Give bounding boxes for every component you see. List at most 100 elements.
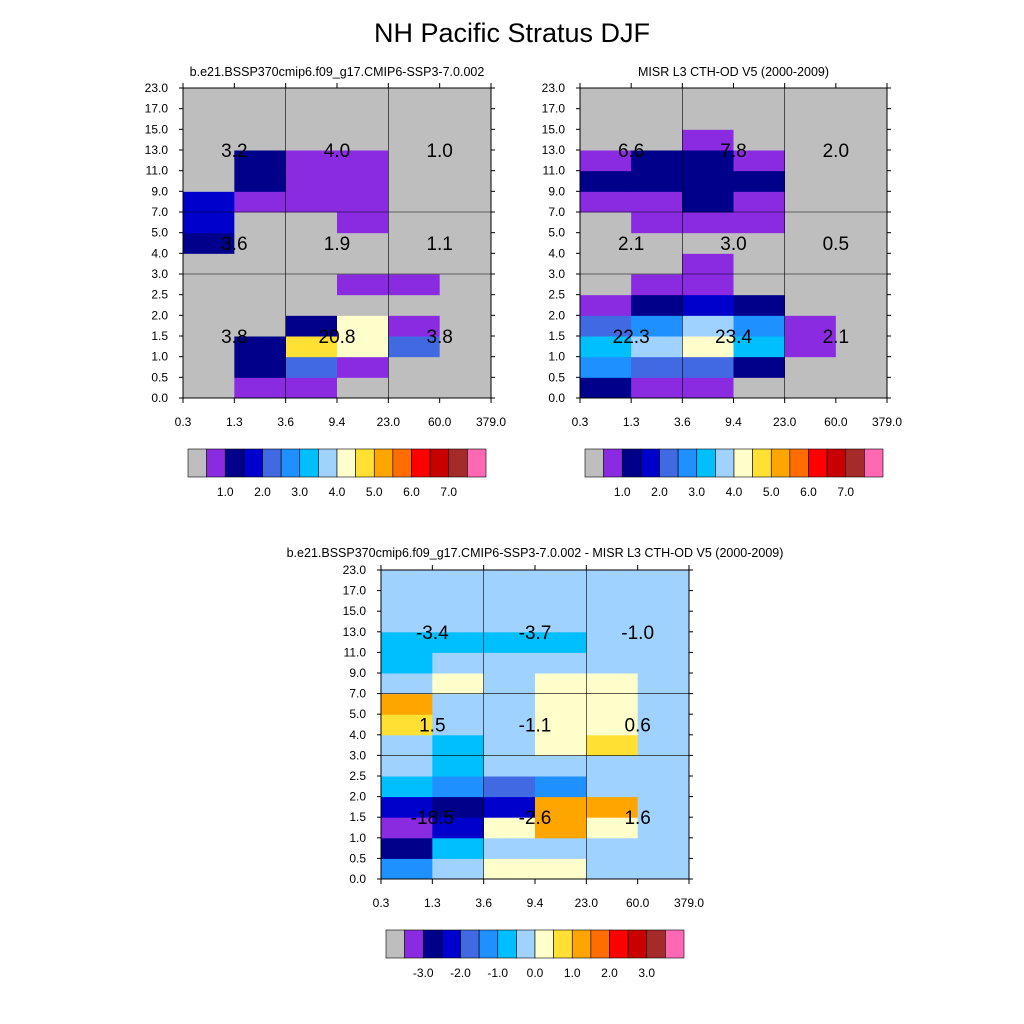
- y-tick-label: 5.0: [548, 226, 565, 240]
- heatmap-cell: [835, 377, 888, 399]
- x-tick-label: 23.0: [377, 415, 401, 429]
- y-tick-label: 0.0: [548, 391, 565, 405]
- heatmap-cell: [337, 274, 389, 296]
- heatmap-cell: [733, 212, 786, 234]
- heatmap-cell: [432, 817, 485, 839]
- heatmap-cell: [682, 150, 734, 172]
- heatmap-cell: [432, 673, 485, 695]
- y-tick-label: 9.0: [349, 666, 366, 680]
- heatmap-cell: [580, 377, 632, 399]
- heatmap-cell: [183, 212, 235, 234]
- heatmap-cell: [733, 377, 786, 399]
- colorbar-swatch: [733, 448, 753, 478]
- heatmap-cell: [784, 315, 837, 337]
- heatmap-cell: [483, 714, 536, 736]
- colorbar-label: 0.0: [527, 966, 544, 980]
- heatmap-cell: [483, 796, 536, 818]
- heatmap-cell: [432, 631, 485, 653]
- colorbar-label: 6.0: [403, 485, 420, 499]
- box-value-label: 22.3: [613, 327, 650, 348]
- heatmap-cell: [637, 755, 690, 777]
- heatmap-cell: [835, 129, 888, 151]
- y-tick-label: 11.0: [344, 645, 367, 659]
- heatmap-cell: [432, 734, 485, 756]
- heatmap-cell: [183, 253, 235, 275]
- heatmap-cell: [586, 570, 639, 592]
- heatmap-cell: [580, 315, 632, 337]
- heatmap-cell: [439, 150, 492, 172]
- heatmap-cell: [580, 294, 632, 316]
- heatmap-cell: [183, 315, 235, 337]
- box-value-label: 3.0: [720, 234, 746, 255]
- heatmap-cell: [285, 212, 338, 234]
- colorbar-swatch: [243, 448, 263, 478]
- y-tick-label: 13.0: [145, 143, 169, 157]
- heatmap-cell: [631, 191, 683, 213]
- heatmap-cell: [483, 858, 536, 880]
- colorbar-label: 2.0: [651, 485, 668, 499]
- heatmap-cell: [234, 315, 287, 337]
- panel-observations: MISR L3 CTH-OD V5 (2000-2009) 22.3 23.4 2.1…: [542, 65, 903, 499]
- heatmap-cell: [388, 150, 441, 172]
- heatmap-cell: [784, 212, 837, 234]
- heatmap-cell: [631, 232, 683, 254]
- heatmap-cell: [535, 714, 587, 736]
- heatmap-cell: [835, 315, 888, 337]
- heatmap-cell: [483, 611, 536, 633]
- heatmap-cell: [784, 274, 837, 296]
- heatmap-cell: [631, 170, 683, 192]
- y-tick-label: 17.0: [343, 584, 367, 598]
- heatmap-cell: [234, 170, 287, 192]
- colorbar-swatch: [187, 448, 207, 478]
- heatmap-cell: [586, 631, 639, 653]
- box-value-label: -3.7: [519, 623, 552, 644]
- heatmap-cell: [535, 837, 587, 859]
- y-tick-label: 9.0: [548, 184, 565, 198]
- colorbar-label: 5.0: [366, 485, 383, 499]
- colorbar-swatch: [590, 929, 610, 959]
- heatmap-cell: [432, 714, 485, 736]
- heatmap-cell: [580, 212, 632, 234]
- heatmap-cell: [483, 590, 536, 612]
- colorbar-label: 3.0: [688, 485, 705, 499]
- heatmap-cell: [637, 714, 690, 736]
- heatmap-cell: [733, 294, 786, 316]
- y-tick-label: 2.5: [151, 288, 168, 302]
- heatmap-cell: [682, 170, 734, 192]
- heatmap-cell: [586, 673, 639, 695]
- heatmap-cell: [381, 652, 433, 674]
- heatmap-cell: [631, 294, 683, 316]
- colorbar-label: 1.0: [614, 485, 631, 499]
- heatmap-cell: [784, 88, 837, 110]
- colorbar-swatch: [299, 448, 319, 478]
- x-tick-label: 0.3: [572, 415, 589, 429]
- x-tick-label: 379.0: [476, 415, 506, 429]
- panel-title: b.e21.BSSP370cmip6.f09_g17.CMIP6-SSP3-7.…: [190, 65, 485, 79]
- heatmap-cell: [388, 274, 441, 296]
- heatmap-cell: [234, 129, 287, 151]
- heatmap-cell: [483, 673, 536, 695]
- x-tick-label: 23.0: [773, 415, 797, 429]
- heatmap-cell: [285, 315, 338, 337]
- heatmap-cell: [337, 294, 389, 316]
- heatmap-cell: [733, 253, 786, 275]
- x-tick-label: 1.3: [424, 896, 441, 910]
- heatmap-cell: [388, 212, 441, 234]
- heatmap-cell: [337, 377, 389, 399]
- colorbar-swatch: [665, 929, 685, 959]
- heatmap-cell: [337, 253, 389, 275]
- y-tick-label: 23.0: [343, 563, 367, 577]
- heatmap-cell: [183, 108, 235, 130]
- heatmap-cell: [784, 294, 837, 316]
- panel-title: b.e21.BSSP370cmip6.f09_g17.CMIP6-SSP3-7.…: [287, 546, 784, 560]
- heatmap-cell: [586, 590, 639, 612]
- x-tick-label: 23.0: [575, 896, 599, 910]
- heatmap-cell: [586, 734, 639, 756]
- colorbar-swatch: [659, 448, 679, 478]
- colorbar-swatch: [516, 929, 536, 959]
- heatmap-cell: [835, 356, 888, 378]
- heatmap-cell: [183, 336, 235, 358]
- y-tick-label: 23.0: [145, 81, 169, 95]
- y-tick-label: 1.5: [548, 329, 565, 343]
- colorbar-swatch: [696, 448, 716, 478]
